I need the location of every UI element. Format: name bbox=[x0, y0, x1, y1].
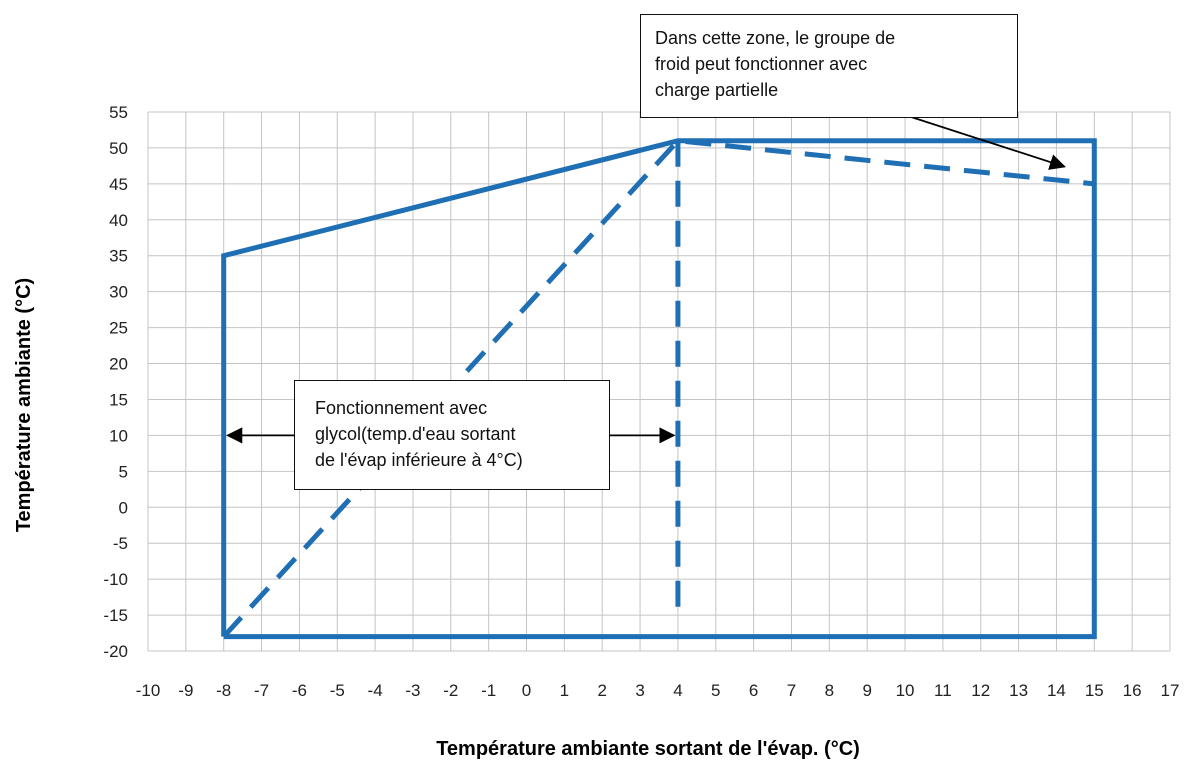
y-axis-title: Température ambiante (°C) bbox=[13, 278, 35, 532]
x-tick-label: 6 bbox=[749, 681, 758, 700]
x-axis-title: Température ambiante sortant de l'évap. … bbox=[436, 738, 860, 760]
annotation-partial-line-2: froid peut fonctionner avec bbox=[655, 54, 868, 74]
annotation-glycol-line-3: de l'évap inférieure à 4°C) bbox=[315, 450, 523, 470]
x-tick-label: -3 bbox=[405, 681, 420, 700]
x-tick-label: -7 bbox=[254, 681, 269, 700]
annotation-glycol-line-2: glycol(temp.d'eau sortant bbox=[315, 424, 516, 444]
x-tick-label: -1 bbox=[481, 681, 496, 700]
x-tick-label: -5 bbox=[330, 681, 345, 700]
x-tick-label: -2 bbox=[443, 681, 458, 700]
annotation-arrows bbox=[226, 114, 1066, 444]
y-tick-label: 35 bbox=[109, 247, 128, 266]
y-tick-label: -5 bbox=[113, 534, 128, 553]
x-tick-label: -8 bbox=[216, 681, 231, 700]
x-tick-label: 3 bbox=[635, 681, 644, 700]
x-tick-label: 17 bbox=[1161, 681, 1180, 700]
x-tick-label: -9 bbox=[178, 681, 193, 700]
x-tick-label: 5 bbox=[711, 681, 720, 700]
x-tick-label: 14 bbox=[1047, 681, 1066, 700]
x-tick-label: 9 bbox=[862, 681, 871, 700]
y-tick-label: 50 bbox=[109, 139, 128, 158]
y-tick-label: 5 bbox=[119, 462, 128, 481]
y-tick-label: 45 bbox=[109, 175, 128, 194]
annotation-glycol: Fonctionnement avec glycol(temp.d'eau so… bbox=[294, 380, 610, 490]
x-tick-label: 2 bbox=[597, 681, 606, 700]
y-tick-label: 20 bbox=[109, 355, 128, 374]
annotation-partial-line-1: Dans cette zone, le groupe de bbox=[655, 28, 896, 48]
y-tick-label: 30 bbox=[109, 283, 128, 302]
annotation-glycol-line-1: Fonctionnement avec bbox=[315, 398, 488, 418]
envelope-series-line bbox=[221, 138, 1097, 640]
x-tick-label: 11 bbox=[934, 681, 952, 700]
x-tick-label: -4 bbox=[368, 681, 383, 700]
annotation-partial-line-3: charge partielle bbox=[655, 80, 779, 100]
x-tick-label: 1 bbox=[560, 681, 569, 700]
annotation-arrow-partial bbox=[904, 114, 1066, 170]
y-tick-label: 40 bbox=[109, 211, 128, 230]
x-tick-label: -10 bbox=[136, 681, 161, 700]
x-tick-labels: -10 -9 -8 -7 -6 -5 -4 -3 -2 -1 0 1 2 3 4 5 6 7 8 9 10 11 12 13 1… bbox=[136, 681, 1180, 700]
y-tick-label: -20 bbox=[103, 642, 128, 661]
x-tick-label: 12 bbox=[971, 681, 990, 700]
y-tick-label: 0 bbox=[119, 498, 128, 517]
y-tick-label: -15 bbox=[103, 606, 128, 625]
y-tick-label: 25 bbox=[109, 319, 128, 338]
x-tick-label: 13 bbox=[1009, 681, 1028, 700]
y-tick-labels: -20 -15 -10 -5 0 5 10 15 20 25 30 35 40 45 50 55 bbox=[103, 103, 128, 661]
x-tick-label: 15 bbox=[1085, 681, 1104, 700]
x-tick-label: -6 bbox=[292, 681, 307, 700]
x-tick-label: 16 bbox=[1123, 681, 1142, 700]
x-tick-label: 7 bbox=[787, 681, 796, 700]
y-tick-label: 10 bbox=[109, 426, 128, 445]
x-tick-label: 0 bbox=[522, 681, 531, 700]
annotation-partial-load: Dans cette zone, le groupe de froid peut… bbox=[640, 14, 1018, 118]
y-tick-label: 55 bbox=[109, 103, 128, 122]
y-tick-label: 15 bbox=[109, 390, 128, 409]
x-tick-label: 10 bbox=[896, 681, 915, 700]
x-tick-label: 8 bbox=[825, 681, 834, 700]
y-tick-label: -10 bbox=[103, 570, 128, 589]
x-tick-label: 4 bbox=[673, 681, 682, 700]
